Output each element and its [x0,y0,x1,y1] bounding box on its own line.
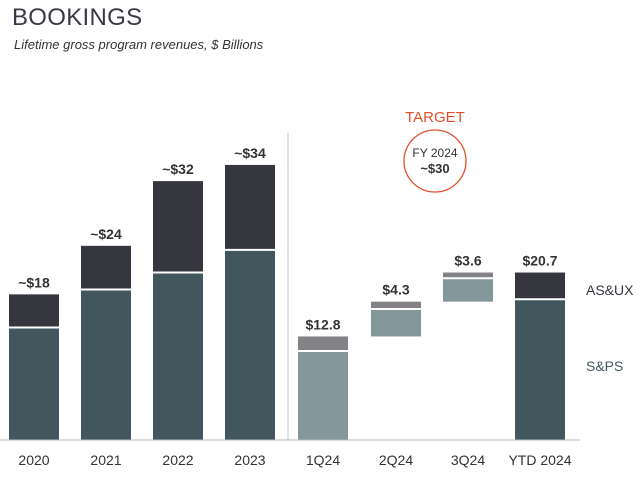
bar-sps-3q24 [443,278,493,302]
x-tick-label: 2020 [18,452,49,468]
bar-value-label: ~$32 [162,161,194,177]
bar-sps-2023 [225,249,275,440]
x-tick-label: 2022 [162,452,193,468]
x-tick-label: 2021 [90,452,121,468]
target-annotation: TARGET FY 2024 ~$30 [403,109,467,193]
bar-asux-2q24 [371,301,421,309]
x-tick-label: 2023 [234,452,265,468]
bars-layer [9,164,565,440]
bar-asux-2021 [81,245,131,290]
bar-sps-2021 [81,289,131,440]
bar-value-label: $4.3 [382,282,409,298]
bar-sps-2020 [9,327,59,440]
x-tick-label: 2Q24 [379,452,413,468]
bar-sps-2q24 [371,308,421,337]
legend: AS&UX S&PS [586,282,634,374]
bar-value-label: $20.7 [522,253,557,269]
target-period: FY 2024 [412,146,457,160]
bar-value-label: ~$18 [18,274,50,290]
legend-asux: AS&UX [586,282,634,298]
target-label: TARGET [405,109,465,126]
x-tick-label: YTD 2024 [508,452,571,468]
bar-asux-1q24 [298,336,348,352]
bar-value-label: ~$24 [90,226,122,242]
bar-asux-2023 [225,164,275,250]
target-circle [403,129,467,193]
x-tick-label: 1Q24 [306,452,340,468]
labels-layer: ~$18 2020 ~$24 2021 ~$32 2022 ~$34 2023 $12.8 1Q2… [18,145,571,468]
bar-asux-3q24 [443,272,493,279]
bar-sps-1q24 [298,351,348,440]
bar-value-label: $12.8 [305,316,340,332]
page-subtitle: Lifetime gross program revenues, $ Billi… [14,37,264,52]
bar-value-label: $3.6 [454,253,481,269]
page-title: BOOKINGS [12,4,143,31]
bar-value-label: ~$34 [234,145,266,161]
x-tick-label: 3Q24 [451,452,485,468]
bar-asux-2022 [153,181,203,273]
legend-sps: S&PS [586,358,623,374]
bar-sps-ytd-2024 [515,299,565,440]
bar-sps-2022 [153,272,203,440]
target-value: ~$30 [420,161,449,176]
bar-asux-ytd-2024 [515,272,565,300]
bar-asux-2020 [9,294,59,328]
